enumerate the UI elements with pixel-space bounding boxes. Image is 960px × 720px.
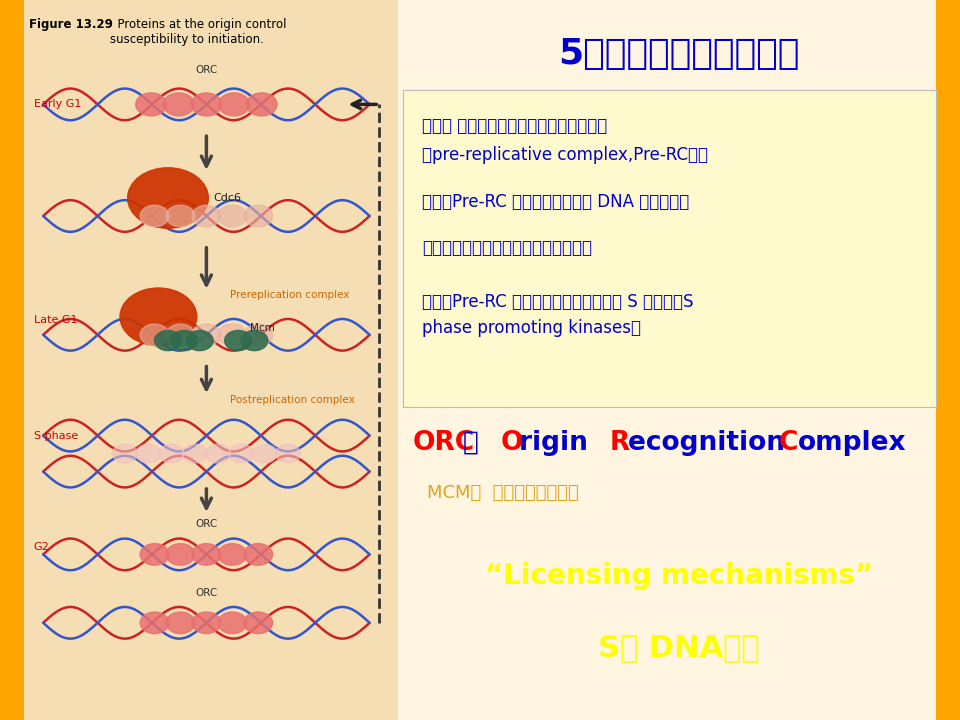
Circle shape — [140, 544, 169, 565]
Circle shape — [244, 544, 273, 565]
Text: 首先， 在复刻起始位点形成前复刻复合物: 首先， 在复刻起始位点形成前复刻复合物 — [422, 117, 608, 135]
Circle shape — [191, 93, 222, 116]
Circle shape — [186, 330, 213, 351]
Circle shape — [166, 205, 195, 227]
Circle shape — [244, 324, 273, 346]
Text: 其次，Pre-RC 被激活，从而启动 DNA 的复刻，并: 其次，Pre-RC 被激活，从而启动 DNA 的复刻，并 — [422, 192, 689, 210]
Circle shape — [218, 544, 247, 565]
Text: ecognition: ecognition — [628, 430, 794, 456]
Circle shape — [192, 205, 221, 227]
Circle shape — [171, 330, 198, 351]
Text: phase promoting kinases）: phase promoting kinases） — [422, 318, 641, 336]
Text: C: C — [779, 430, 798, 456]
Text: 最后，Pre-RC 的激活主要依赖于两种促 S 期激酶（S: 最后，Pre-RC 的激活主要依赖于两种促 S 期激酶（S — [422, 294, 694, 311]
Text: ORC: ORC — [195, 519, 218, 529]
FancyBboxPatch shape — [398, 0, 960, 720]
Circle shape — [166, 544, 195, 565]
Circle shape — [155, 330, 181, 351]
Text: Mcm: Mcm — [250, 323, 275, 333]
Circle shape — [135, 444, 160, 463]
Circle shape — [192, 324, 221, 346]
Circle shape — [252, 444, 277, 463]
Text: omplex: omplex — [798, 430, 906, 456]
Circle shape — [166, 612, 195, 634]
Circle shape — [218, 205, 247, 227]
Circle shape — [218, 612, 247, 634]
FancyBboxPatch shape — [0, 0, 398, 720]
Circle shape — [244, 205, 273, 227]
Circle shape — [128, 168, 208, 228]
Text: S phase: S phase — [34, 431, 78, 441]
Text: rigin: rigin — [519, 430, 597, 456]
Circle shape — [192, 612, 221, 634]
Text: O: O — [501, 430, 523, 456]
Text: Early G1: Early G1 — [34, 99, 81, 109]
Circle shape — [192, 544, 221, 565]
Text: Proteins at the origin control
susceptibility to initiation.: Proteins at the origin control susceptib… — [110, 18, 287, 46]
Circle shape — [159, 444, 184, 463]
Text: Cdc6: Cdc6 — [213, 193, 241, 203]
FancyBboxPatch shape — [403, 90, 936, 407]
FancyBboxPatch shape — [0, 0, 24, 720]
Text: ORC: ORC — [195, 65, 218, 75]
Circle shape — [225, 330, 252, 351]
Circle shape — [219, 93, 250, 116]
Text: 5、真核生物复刻的起始: 5、真核生物复刻的起始 — [559, 37, 800, 71]
Circle shape — [135, 93, 166, 116]
Circle shape — [140, 324, 169, 346]
Circle shape — [276, 444, 300, 463]
FancyBboxPatch shape — [936, 0, 960, 720]
Text: G2: G2 — [34, 542, 49, 552]
Text: Late G1: Late G1 — [34, 315, 77, 325]
Text: 防止一个细胞周期中复刻的再次发生。: 防止一个细胞周期中复刻的再次发生。 — [422, 239, 592, 257]
Circle shape — [163, 93, 194, 116]
Text: Prereplication complex: Prereplication complex — [230, 290, 349, 300]
Circle shape — [140, 612, 169, 634]
Circle shape — [140, 205, 169, 227]
Text: ：: ： — [463, 430, 497, 456]
Circle shape — [218, 324, 247, 346]
Text: Figure 13.29: Figure 13.29 — [29, 18, 112, 31]
Circle shape — [120, 288, 197, 346]
Circle shape — [244, 612, 273, 634]
Text: S期 DNA合成: S期 DNA合成 — [598, 634, 760, 662]
Text: ORC: ORC — [413, 430, 475, 456]
Circle shape — [241, 330, 268, 351]
Circle shape — [112, 444, 137, 463]
Circle shape — [166, 324, 195, 346]
Text: R: R — [610, 430, 630, 456]
Circle shape — [205, 444, 230, 463]
Circle shape — [228, 444, 253, 463]
Circle shape — [182, 444, 207, 463]
Circle shape — [247, 93, 277, 116]
Text: （pre-replicative complex,Pre-RC）。: （pre-replicative complex,Pre-RC）。 — [422, 145, 708, 163]
Text: ORC: ORC — [195, 588, 218, 598]
Text: Postreplication complex: Postreplication complex — [230, 395, 355, 405]
Text: MCM：  微染色体支持蛋白: MCM： 微染色体支持蛋白 — [427, 484, 579, 503]
Text: “Licensing mechanisms”: “Licensing mechanisms” — [485, 562, 874, 590]
